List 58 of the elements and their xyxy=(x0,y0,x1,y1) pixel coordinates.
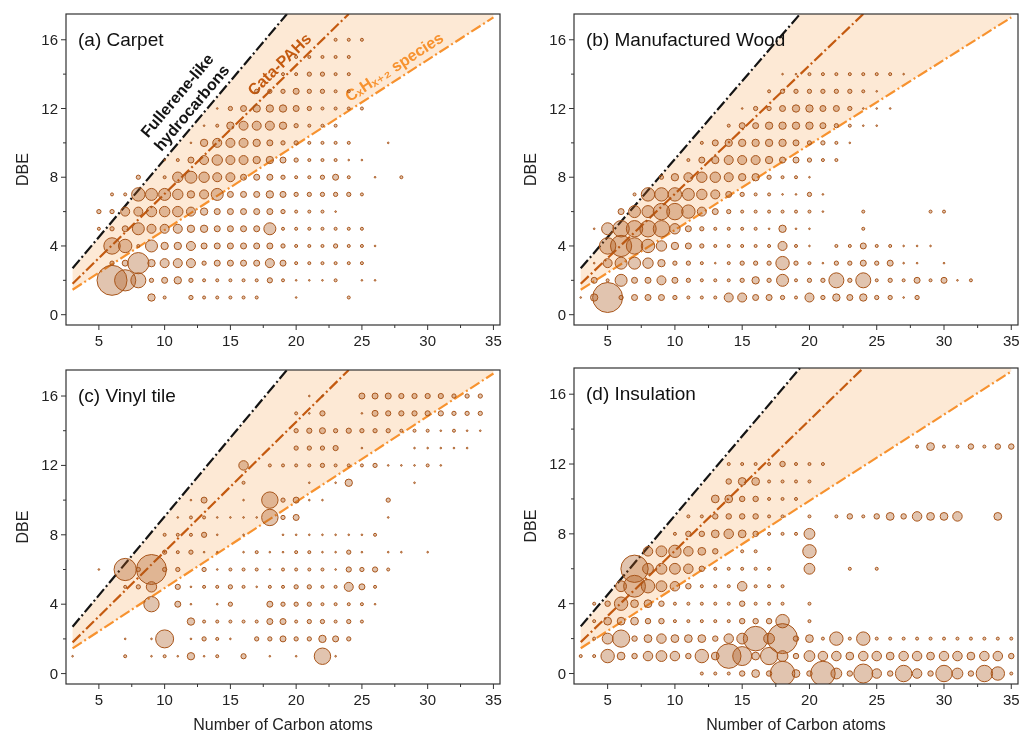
text: (d) Insulation xyxy=(586,383,696,404)
y-tick-label: 0 xyxy=(49,664,58,682)
text: (b) Manufactured Wood xyxy=(586,29,786,50)
y-tick-label: 12 xyxy=(41,456,58,474)
x-tick-label: 10 xyxy=(156,332,173,349)
x-axis-title: Number of Carbon atoms xyxy=(193,716,373,733)
y-tick-label: 16 xyxy=(41,30,58,48)
x-tick-label: 5 xyxy=(94,691,104,708)
x-tick-label: 25 xyxy=(868,332,886,349)
x-tick-label: 20 xyxy=(801,332,818,349)
x-tick-label: 30 xyxy=(935,332,953,349)
y-axis-title: DBE xyxy=(522,153,539,186)
y-tick-label: 16 xyxy=(549,30,566,48)
x-tick-label: 15 xyxy=(733,691,751,708)
x-tick-label: 25 xyxy=(868,691,886,708)
text: (c) Vinyl tile xyxy=(78,385,176,406)
x-tick-label: 35 xyxy=(1002,691,1020,708)
x-tick-label: 20 xyxy=(287,691,305,708)
y-tick-label: 0 xyxy=(557,305,566,323)
y-tick-label: 8 xyxy=(49,168,58,186)
x-tick-label: 10 xyxy=(666,691,684,708)
y-tick-label: 16 xyxy=(41,387,58,405)
y-tick-label: 12 xyxy=(549,455,566,473)
x-tick-label: 20 xyxy=(801,691,818,708)
x-tick-label: 10 xyxy=(666,332,684,349)
x-tick-label: 30 xyxy=(419,691,437,708)
y-tick-label: 8 xyxy=(49,525,58,543)
x-tick-label: 10 xyxy=(156,691,173,708)
x-tick-label: 30 xyxy=(419,332,437,349)
x-tick-label: 20 xyxy=(287,332,305,349)
y-axis-title: DBE xyxy=(14,510,31,544)
text: (a) Carpet xyxy=(78,29,165,50)
x-tick-label: 30 xyxy=(935,691,953,708)
y-tick-label: 4 xyxy=(49,595,58,613)
y-axis-title: DBE xyxy=(522,509,539,543)
x-tick-label: 25 xyxy=(353,691,371,708)
x-tick-label: 35 xyxy=(485,691,502,708)
x-tick-label: 5 xyxy=(603,691,612,708)
y-tick-label: 8 xyxy=(557,168,566,186)
y-tick-label: 4 xyxy=(49,236,58,254)
x-tick-label: 15 xyxy=(222,332,239,349)
x-tick-label: 5 xyxy=(603,332,612,349)
y-tick-label: 4 xyxy=(557,594,566,612)
x-tick-label: 25 xyxy=(353,332,371,349)
y-tick-label: 12 xyxy=(549,99,566,117)
y-tick-label: 12 xyxy=(41,99,58,117)
x-tick-label: 15 xyxy=(222,691,239,708)
x-tick-label: 15 xyxy=(733,332,751,349)
y-tick-label: 16 xyxy=(549,385,566,403)
x-axis-title: Number of Carbon atoms xyxy=(706,716,886,733)
y-tick-label: 0 xyxy=(49,305,58,323)
x-tick-label: 5 xyxy=(94,332,104,349)
x-tick-label: 35 xyxy=(1002,332,1020,349)
y-tick-label: 8 xyxy=(557,524,566,542)
y-axis-title: DBE xyxy=(14,153,31,186)
x-tick-label: 35 xyxy=(485,332,502,349)
y-tick-label: 0 xyxy=(557,664,566,682)
y-tick-label: 4 xyxy=(557,236,566,254)
